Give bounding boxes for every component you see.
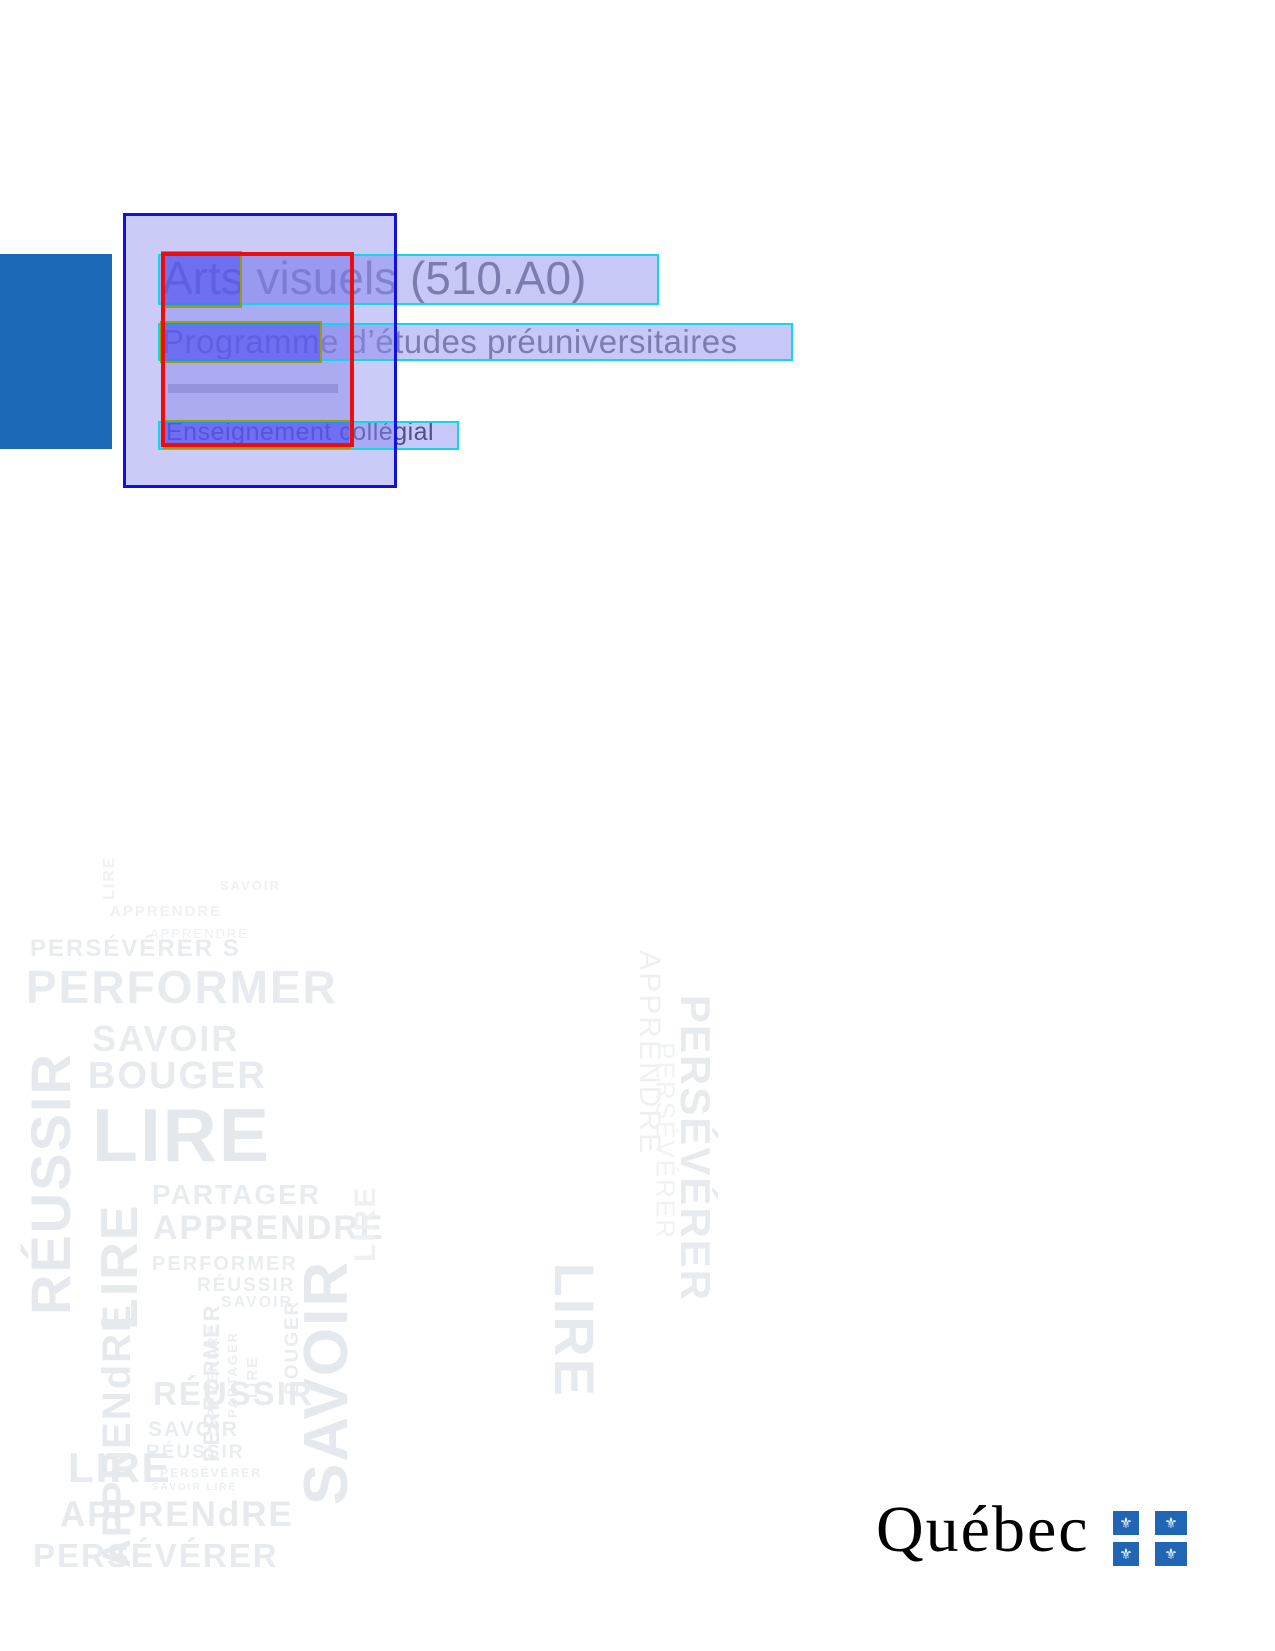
flag-quadrant: ⚜ <box>1113 1511 1139 1535</box>
watermark-word: APPRENDRE <box>110 903 223 920</box>
watermark-word: APPRENDRE <box>150 926 249 941</box>
watermark-word: LIRE <box>92 1093 271 1177</box>
left-blue-band <box>0 254 112 449</box>
watermark-word: PERSÉVÉRER <box>160 1466 263 1480</box>
fleur-de-lis-icon: ⚜ <box>1119 1513 1133 1532</box>
flag-quadrant: ⚜ <box>1155 1542 1187 1566</box>
watermark-word: LIRE <box>68 1444 172 1491</box>
flag-quadrant: ⚜ <box>1113 1542 1139 1566</box>
watermark-word: PARTAGER <box>152 1179 321 1210</box>
watermark-word: BOUGER <box>88 1055 267 1097</box>
quebec-wordmark: Québec <box>876 1493 1090 1566</box>
watermark-word: SAVOIR <box>92 1018 240 1059</box>
annotation-block-border <box>161 252 354 447</box>
watermark-word: RÉUSSIR <box>197 1275 296 1296</box>
watermark-word: SAVOIR <box>220 878 281 893</box>
watermark-word: APPRENdRE <box>60 1495 294 1534</box>
watermark-word: SAVOIR LIRE <box>152 1482 238 1493</box>
flag-quadrant: ⚜ <box>1155 1511 1187 1535</box>
watermark-word: PERFORMER <box>152 1253 298 1275</box>
annotation-word-box-programme <box>160 321 322 363</box>
fleur-de-lis-icon: ⚜ <box>1119 1544 1133 1563</box>
annotation-line-box-programme-d-tudes-pr-universitaires <box>158 323 793 361</box>
program-title: Arts visuels (510.A0) <box>162 252 587 304</box>
watermark-word: APPRENDRE <box>153 1209 385 1247</box>
watermark-word: SAVOIR <box>221 1294 294 1311</box>
watermark-word: SAVOIR <box>148 1418 239 1441</box>
fleur-de-lis-icon: ⚜ <box>1164 1513 1178 1532</box>
watermark-word: RÉUSSIR <box>153 1375 314 1412</box>
annotation-region-border <box>123 213 397 488</box>
divider-rule <box>168 384 338 393</box>
watermark-word: PERSÉVÉRER S <box>30 935 241 962</box>
quebec-flag-icon: ⚜ ⚜ ⚜ ⚜ <box>1113 1511 1187 1566</box>
watermark-word: PERFORMER <box>26 961 338 1013</box>
watermark-word: RÉUSSIR <box>146 1442 245 1463</box>
watermark-word: PERSÉVÉRER <box>33 1537 279 1574</box>
program-subtitle: Programme d’études préuniversitaires <box>162 323 738 360</box>
fleur-de-lis-icon: ⚜ <box>1164 1544 1178 1563</box>
